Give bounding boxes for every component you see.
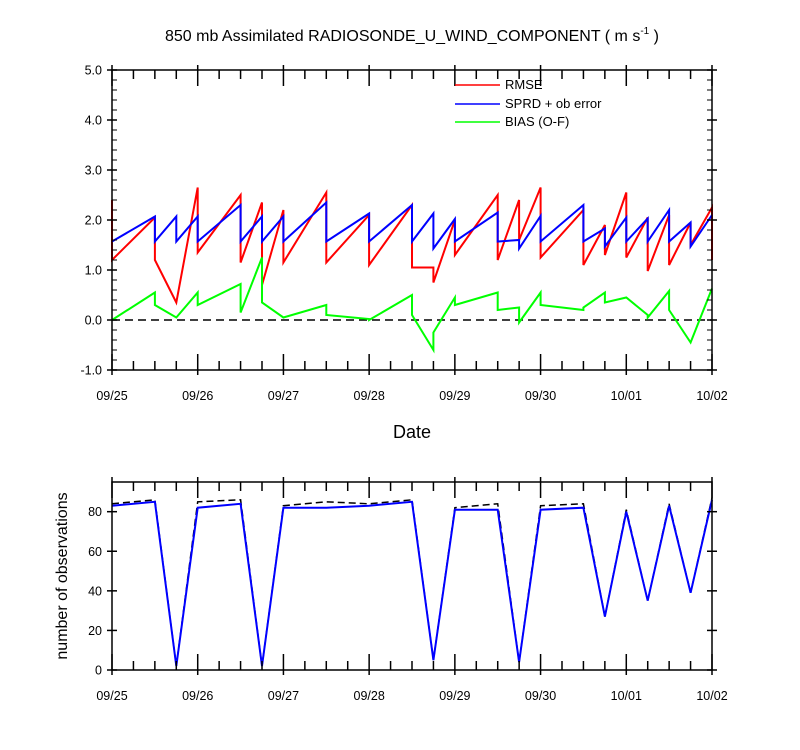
rmse-ytick-label: 1.0 bbox=[85, 264, 102, 278]
rmse-series-bias-o-f bbox=[111, 257, 713, 354]
rmse-series-sprd-ob-error bbox=[111, 200, 713, 252]
observations-plot-frame bbox=[111, 481, 713, 671]
observations-xtick-label: 10/02 bbox=[696, 689, 727, 703]
rmse-xtick-label: 09/25 bbox=[96, 389, 127, 403]
observations-ytick-label: 60 bbox=[88, 545, 102, 559]
observations-xtick-label: 09/28 bbox=[354, 689, 385, 703]
rmse-xtick-label: 09/29 bbox=[439, 389, 470, 403]
legend-label-sprd: SPRD + ob error bbox=[505, 96, 602, 111]
observations-ytick-label: 40 bbox=[88, 584, 102, 598]
legend: RMSE SPRD + ob error BIAS (O-F) bbox=[455, 77, 602, 129]
chart-title: 850 mb Assimilated RADIOSONDE_U_WIND_COM… bbox=[165, 26, 659, 45]
legend-label-bias: BIAS (O-F) bbox=[505, 114, 569, 129]
rmse-axes: -1.0 0.0 1.0 2.0 3.0 4.0 5.0 09/25 09/26 09/27 09/… bbox=[80, 64, 727, 404]
rmse-xtick-label: 10/01 bbox=[611, 389, 642, 403]
observations-xtick-label: 09/30 bbox=[525, 689, 556, 703]
observations-series-assimilated bbox=[111, 499, 713, 667]
observations-ytick-label: 0 bbox=[95, 664, 102, 678]
observations-series-possible bbox=[111, 497, 713, 667]
observations-xtick-label: 09/29 bbox=[439, 689, 470, 703]
chart-title-close: ) bbox=[649, 28, 659, 45]
rmse-xtick-label: 09/27 bbox=[268, 389, 299, 403]
rmse-ytick-label: -1.0 bbox=[80, 364, 102, 378]
observations-xtick-label: 09/25 bbox=[96, 689, 127, 703]
observations-panel: 0 20 40 60 80 09/25 09/26 09/27 09/28 09/29 09/30 1… bbox=[54, 477, 728, 703]
observations-plot-area bbox=[111, 497, 713, 667]
observations-xtick-label: 09/26 bbox=[182, 689, 213, 703]
rmse-xtick-label: 09/28 bbox=[354, 389, 385, 403]
chart-title-superscript: -1 bbox=[640, 26, 649, 37]
rmse-ytick-label: 4.0 bbox=[85, 114, 102, 128]
y-axis-label-observations: number of observations bbox=[54, 492, 71, 659]
legend-label-rmse: RMSE bbox=[505, 77, 543, 92]
observations-xtick-label: 09/27 bbox=[268, 689, 299, 703]
observations-ytick-label: 20 bbox=[88, 624, 102, 638]
observations-xtick-label: 10/01 bbox=[611, 689, 642, 703]
rmse-xtick-label: 10/02 bbox=[696, 389, 727, 403]
observations-ytick-label: 80 bbox=[88, 505, 102, 519]
rmse-xtick-label: 09/26 bbox=[182, 389, 213, 403]
rmse-ytick-label: 5.0 bbox=[85, 64, 102, 78]
rmse-ytick-label: 2.0 bbox=[85, 214, 102, 228]
x-axis-label: Date bbox=[393, 422, 431, 442]
chart-title-main: 850 mb Assimilated RADIOSONDE_U_WIND_COM… bbox=[165, 28, 640, 45]
rmse-xtick-label: 09/30 bbox=[525, 389, 556, 403]
rmse-plot-area bbox=[111, 187, 713, 354]
rmse-ytick-label: 3.0 bbox=[85, 164, 102, 178]
observations-axes: 0 20 40 60 80 09/25 09/26 09/27 09/28 09/29 09/30 1… bbox=[88, 477, 728, 703]
rmse-panel: -1.0 0.0 1.0 2.0 3.0 4.0 5.0 09/25 09/26 09/27 09/… bbox=[80, 64, 727, 443]
rmse-ytick-label: 0.0 bbox=[85, 314, 102, 328]
